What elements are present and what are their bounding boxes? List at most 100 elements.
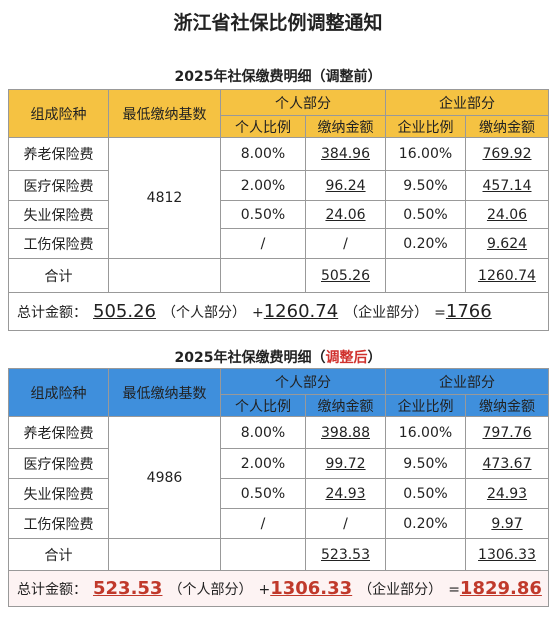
empty-cell bbox=[385, 538, 466, 571]
value-cell-text: 769.92 bbox=[482, 146, 532, 162]
type-cell: 工伤保险费 bbox=[8, 228, 109, 259]
header-cell: 最低缴纳基数 bbox=[108, 368, 221, 417]
value-cell-text: 398.88 bbox=[321, 424, 370, 441]
value-cell-text: 99.72 bbox=[325, 455, 366, 472]
value-cell-text: 9.97 bbox=[491, 515, 523, 532]
type-cell: 失业保险费 bbox=[8, 200, 109, 229]
header-cell: 个人部分 bbox=[220, 368, 386, 395]
page-title: 浙江省社保比例调整通知 bbox=[173, 12, 383, 34]
summary-part: 总计金额： bbox=[17, 582, 87, 598]
value-cell-text: 8.00% bbox=[240, 424, 286, 441]
value-cell-text: / bbox=[343, 235, 348, 252]
value-cell: 24.93 bbox=[465, 478, 549, 509]
value-cell: 0.50% bbox=[220, 478, 306, 509]
total-label: 合计 bbox=[8, 258, 109, 293]
type-cell: 养老保险费 bbox=[8, 416, 109, 449]
value-cell-text: 473.67 bbox=[482, 455, 532, 472]
value-cell: 769.92 bbox=[465, 137, 549, 171]
header-cell: 组成险种 bbox=[8, 89, 109, 138]
total-value: 1306.33 bbox=[465, 538, 549, 571]
header-cell-text: 缴纳金额 bbox=[317, 398, 374, 415]
summary-part: （企业部分） bbox=[344, 305, 429, 321]
header-cell-text: 个人部分 bbox=[275, 374, 331, 391]
type-cell: 养老保险费 bbox=[8, 137, 109, 171]
value-cell: 0.20% bbox=[385, 228, 466, 259]
type-cell-text: 工伤保险费 bbox=[23, 236, 94, 253]
data-row: 医疗保险费 2.00% 96.24 9.50% 457.14 bbox=[8, 170, 549, 201]
data-row: 工伤保险费 / / 0.20% 9.624 bbox=[8, 228, 549, 259]
table: 组成险种 最低缴纳基数 个人部分 企业部分 个人比例 缴纳金额 企业比例 缴纳金额 养老保险费 4… bbox=[8, 368, 549, 607]
value-cell-text: 24.93 bbox=[325, 485, 366, 502]
header-cell: 缴纳金额 bbox=[465, 394, 549, 417]
summary-part: + bbox=[251, 305, 264, 321]
type-cell: 工伤保险费 bbox=[8, 508, 109, 539]
value-cell-text: 0.50% bbox=[403, 206, 448, 223]
base-cell-text: 4812 bbox=[146, 190, 183, 206]
header-cell-text: 企业部分 bbox=[439, 95, 495, 112]
table-title-part: 2025年社保缴费明细（ bbox=[174, 350, 326, 366]
value-cell-text: 8.00% bbox=[240, 146, 286, 162]
summary-part: 1766 bbox=[445, 301, 492, 322]
value-cell: 473.67 bbox=[465, 448, 549, 479]
value-cell-text: 0.20% bbox=[403, 235, 448, 252]
total-row: 合计 505.26 1260.74 bbox=[8, 258, 549, 293]
summary-part: 1260.74 bbox=[263, 301, 339, 322]
empty-cell bbox=[220, 538, 306, 571]
value-cell-text: / bbox=[260, 235, 266, 252]
value-cell-text: 16.00% bbox=[398, 424, 453, 441]
value-cell-text: 9.624 bbox=[486, 235, 528, 252]
header-row: 组成险种 最低缴纳基数 个人部分 企业部分 bbox=[8, 368, 549, 417]
value-cell: 9.97 bbox=[465, 508, 549, 539]
total-value-text: 1306.33 bbox=[478, 546, 536, 563]
table-title: 2025年社保缴费明细（调整前） bbox=[0, 66, 556, 86]
table-title-part: ） bbox=[367, 69, 382, 85]
value-cell: 16.00% bbox=[385, 416, 466, 449]
header-cell: 个人部分 bbox=[220, 89, 386, 116]
header-cell: 个人比例 bbox=[220, 394, 306, 417]
type-cell: 医疗保险费 bbox=[8, 170, 109, 201]
summary-part: （个人部分） bbox=[161, 305, 246, 321]
total-value: 523.53 bbox=[305, 538, 386, 571]
data-row: 养老保险费 4986 8.00% 398.88 16.00% 797.76 bbox=[8, 416, 549, 539]
header-cell-text: 个人比例 bbox=[235, 119, 291, 136]
summary-cell: 总计金额： 523.53 （个人部分） +1306.33 （企业部分） =1829.86 bbox=[8, 570, 549, 607]
value-cell: 457.14 bbox=[465, 170, 549, 201]
value-cell-text: 0.50% bbox=[403, 485, 448, 502]
summary-row: 总计金额： 523.53 （个人部分） +1306.33 （企业部分） =1829.86 bbox=[8, 570, 549, 607]
value-cell-text: 457.14 bbox=[482, 177, 532, 194]
header-cell-text: 个人部分 bbox=[275, 95, 331, 112]
total-value-text: 523.53 bbox=[321, 546, 370, 563]
summary-part: （企业部分） bbox=[358, 582, 443, 598]
value-cell: 9.50% bbox=[385, 448, 466, 479]
header-cell: 企业部分 bbox=[385, 368, 549, 395]
total-value: 1260.74 bbox=[465, 258, 549, 293]
value-cell-text: 384.96 bbox=[321, 146, 370, 162]
header-cell: 个人比例 bbox=[220, 115, 306, 138]
value-cell: 8.00% bbox=[220, 416, 306, 449]
type-cell-text: 医疗保险费 bbox=[23, 456, 94, 473]
data-row: 失业保险费 0.50% 24.93 0.50% 24.93 bbox=[8, 478, 549, 509]
total-row: 合计 523.53 1306.33 bbox=[8, 538, 549, 571]
type-cell-text: 工伤保险费 bbox=[23, 516, 94, 533]
value-cell: 0.50% bbox=[385, 200, 466, 229]
type-cell-text: 失业保险费 bbox=[23, 486, 94, 503]
header-cell-text: 最低缴纳基数 bbox=[122, 385, 207, 402]
type-cell-text: 医疗保险费 bbox=[23, 178, 94, 195]
value-cell: / bbox=[305, 228, 386, 259]
value-cell: 0.50% bbox=[385, 478, 466, 509]
summary-part: 505.26 bbox=[93, 301, 156, 322]
table-title-part: 调整后 bbox=[325, 350, 368, 366]
summary-part: 总计金额： bbox=[17, 305, 87, 321]
value-cell-text: 0.50% bbox=[240, 206, 286, 223]
value-cell-text: 0.50% bbox=[240, 485, 286, 502]
empty-cell bbox=[108, 538, 221, 571]
table-title-part: ） bbox=[367, 350, 382, 366]
header-cell-text: 企业比例 bbox=[397, 119, 454, 136]
data-row: 失业保险费 0.50% 24.06 0.50% 24.06 bbox=[8, 200, 549, 229]
header-cell-text: 最低缴纳基数 bbox=[122, 106, 207, 123]
summary-part: + bbox=[258, 582, 271, 598]
type-cell-text: 失业保险费 bbox=[23, 207, 94, 224]
summary-part: = bbox=[448, 582, 460, 598]
value-cell-text: 9.50% bbox=[403, 455, 448, 472]
